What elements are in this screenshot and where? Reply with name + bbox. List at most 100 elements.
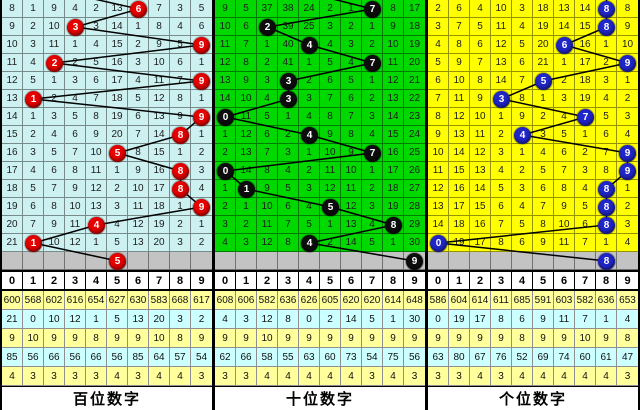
miss-cell: 9 xyxy=(44,0,65,18)
miss-cell: 4 xyxy=(44,126,65,144)
miss-cell: 4 xyxy=(128,72,149,90)
stats-cell: 3 xyxy=(170,310,191,329)
miss-cell: 9 xyxy=(533,234,554,252)
stats-cell: 611 xyxy=(491,291,512,310)
miss-cell: 11 xyxy=(554,234,575,252)
drawn-digit-ball: 9 xyxy=(193,108,210,126)
miss-cell: 20 xyxy=(2,216,23,234)
miss-cell: 4 xyxy=(575,180,596,198)
stats-cell: 636 xyxy=(278,291,299,310)
stats-cell: 62 xyxy=(215,348,236,367)
drawn-digit-ball: 3 xyxy=(280,72,297,90)
miss-cell: 5 xyxy=(596,108,617,126)
miss-cell: 2 xyxy=(533,108,554,126)
miss-cell: 5 xyxy=(86,54,107,72)
stats-cell: 85 xyxy=(2,348,23,367)
digit-header-cell: 3 xyxy=(278,272,299,289)
miss-cell: 16 xyxy=(470,216,491,234)
miss-cell: 18 xyxy=(575,72,596,90)
miss-cell: 10 xyxy=(128,180,149,198)
miss-cell: 6 xyxy=(191,18,212,36)
drawn-digit-ball: 1 xyxy=(238,180,255,198)
miss-cell: 11 xyxy=(449,90,470,108)
miss-cell: 24 xyxy=(299,0,320,18)
next-issue-cell xyxy=(299,252,320,270)
drawn-digit-ball: 2 xyxy=(259,18,276,36)
stats-cell: 64 xyxy=(149,348,170,367)
miss-cell: 1 xyxy=(596,36,617,54)
miss-cell: 9 xyxy=(44,216,65,234)
stats-cell: 4 xyxy=(470,367,491,386)
miss-cell: 7 xyxy=(554,162,575,180)
stats-cell: 586 xyxy=(428,291,449,310)
miss-cell: 1 xyxy=(299,54,320,72)
miss-cell: 4 xyxy=(257,90,278,108)
miss-cell: 4 xyxy=(86,36,107,54)
miss-cell: 11 xyxy=(341,180,362,198)
miss-cell: 6 xyxy=(449,0,470,18)
miss-cell: 20 xyxy=(107,126,128,144)
miss-cell: 7 xyxy=(65,144,86,162)
miss-cell: 6 xyxy=(596,126,617,144)
miss-cell: 13 xyxy=(215,72,236,90)
stats-cell: 653 xyxy=(617,291,638,310)
miss-cell: 9 xyxy=(215,0,236,18)
miss-cell: 12 xyxy=(470,144,491,162)
miss-cell: 12 xyxy=(383,72,404,90)
miss-cell: 10 xyxy=(320,144,341,162)
miss-cell: 17 xyxy=(575,54,596,72)
miss-cell: 7 xyxy=(470,54,491,72)
miss-cell: 3 xyxy=(170,0,191,18)
miss-cell: 19 xyxy=(449,234,470,252)
miss-cell: 6 xyxy=(236,18,257,36)
digit-header-cell: 1 xyxy=(23,272,44,289)
stats-cell: 3 xyxy=(236,310,257,329)
miss-cell: 5 xyxy=(470,18,491,36)
digit-header-cell: 6 xyxy=(341,272,362,289)
stats-cell: 608 xyxy=(215,291,236,310)
miss-cell: 3 xyxy=(575,162,596,180)
miss-cell: 3 xyxy=(362,108,383,126)
miss-cell: 16 xyxy=(149,162,170,180)
drawn-digit-ball: 8 xyxy=(598,0,615,18)
miss-cell: 6 xyxy=(512,234,533,252)
miss-cell: 10 xyxy=(449,72,470,90)
stats-row: 63 80 67 76 52 69 74 60 61 47 xyxy=(428,348,638,367)
stats-cell: 3 xyxy=(617,367,638,386)
miss-cell: 7 xyxy=(44,180,65,198)
miss-cell: 9 xyxy=(554,198,575,216)
stats-cell: 12 xyxy=(65,310,86,329)
miss-cell: 19 xyxy=(383,198,404,216)
miss-cell: 9 xyxy=(149,36,170,54)
stats-cell: 30 xyxy=(404,310,425,329)
miss-cell: 8 xyxy=(320,108,341,126)
digit-header-cell: 4 xyxy=(512,272,533,289)
stats-cell: 668 xyxy=(170,291,191,310)
miss-cell: 4 xyxy=(107,216,128,234)
next-issue-cell xyxy=(575,252,596,270)
miss-cell: 6 xyxy=(428,72,449,90)
next-digit-ball: 9 xyxy=(406,252,423,270)
digit-header-cell: 9 xyxy=(411,274,418,287)
miss-cell: 5 xyxy=(512,216,533,234)
miss-cell: 2 xyxy=(575,144,596,162)
miss-cell: 1 xyxy=(170,198,191,216)
drawn-digit-ball: 8 xyxy=(172,162,189,180)
next-issue-cell xyxy=(86,252,107,270)
stats-cell: 9 xyxy=(278,329,299,348)
stats-row: 62 66 58 55 63 60 73 54 75 56 xyxy=(215,348,425,367)
miss-cell: 3 xyxy=(341,36,362,54)
miss-cell: 23 xyxy=(404,108,425,126)
miss-cell: 3 xyxy=(596,72,617,90)
miss-cell: 14 xyxy=(554,18,575,36)
stats-row: 9 9 10 9 9 9 9 9 9 9 xyxy=(215,329,425,348)
stats-row: 600 568 602 616 654 627 630 583 668 617 xyxy=(2,291,212,310)
miss-cell: 13 xyxy=(341,216,362,234)
miss-cell: 3 xyxy=(554,90,575,108)
miss-cell: 19 xyxy=(533,18,554,36)
miss-cell: 4 xyxy=(617,234,638,252)
next-issue-cell xyxy=(65,252,86,270)
miss-cell: 7 xyxy=(512,72,533,90)
stats-cell: 66 xyxy=(236,348,257,367)
